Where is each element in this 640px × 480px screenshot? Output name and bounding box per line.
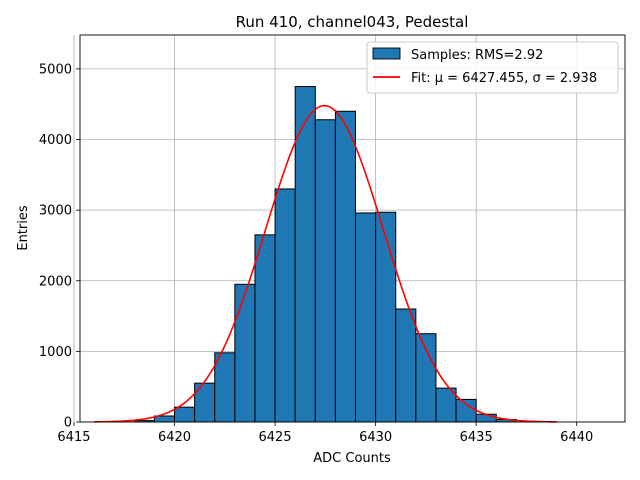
y-tick-label: 2000 <box>39 274 72 289</box>
histogram-bar <box>274 188 296 423</box>
y-axis-label: Entries <box>16 205 31 251</box>
histogram-bar <box>415 333 437 423</box>
histogram-bar <box>355 212 377 423</box>
x-tick-label: 6435 <box>460 430 493 445</box>
x-tick-label: 6430 <box>359 430 392 445</box>
histogram-bar <box>174 406 196 423</box>
x-tick-label: 6425 <box>259 430 292 445</box>
histogram-bar <box>194 382 216 423</box>
y-tick-label: 5000 <box>39 62 72 77</box>
legend-label-fit: Fit: μ = 6427.455, σ = 2.938 <box>411 71 597 86</box>
histogram-bar <box>234 283 256 423</box>
x-axis-ticks: 6415 6420 6425 6430 6435 6440 <box>57 422 593 445</box>
x-tick-label: 6415 <box>57 430 90 445</box>
legend-label-samples: Samples: RMS=2.92 <box>411 48 543 63</box>
plot-frame <box>79 34 626 423</box>
histogram-bars <box>133 86 517 423</box>
y-tick-label: 0 <box>64 416 72 431</box>
x-tick-label: 6440 <box>560 430 593 445</box>
histogram-bar <box>334 110 357 423</box>
histogram-bar <box>214 352 236 423</box>
fit-curve <box>94 104 557 423</box>
legend-box <box>366 41 619 94</box>
histogram-bar <box>314 119 336 423</box>
y-tick-label: 3000 <box>39 204 72 219</box>
histogram-bar <box>455 398 477 423</box>
y-axis-ticks: 0 1000 2000 3000 4000 5000 <box>39 62 80 431</box>
x-axis-label: ADC Counts <box>313 451 391 466</box>
x-tick-label: 6420 <box>158 430 191 445</box>
chart-title: Run 410, channel043, Pedestal <box>236 13 469 31</box>
legend: Samples: RMS=2.92 Fit: μ = 6427.455, σ =… <box>366 41 619 94</box>
histogram-bar <box>395 308 417 423</box>
histogram-bar <box>475 413 497 423</box>
legend-swatch-samples <box>372 47 401 60</box>
y-tick-label: 1000 <box>39 345 72 360</box>
histogram-bar <box>254 234 276 423</box>
y-tick-label: 4000 <box>39 133 72 148</box>
histogram-bar <box>375 211 397 423</box>
